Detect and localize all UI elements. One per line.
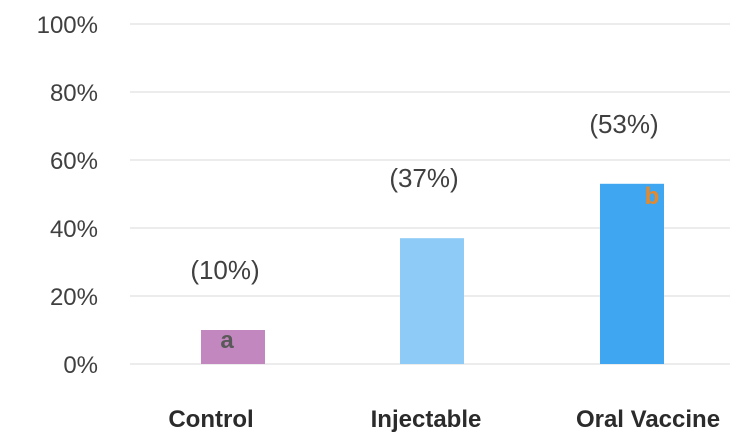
category-label: Control xyxy=(168,406,253,433)
y-tick-label: 20% xyxy=(50,284,98,311)
y-tick-label: 100% xyxy=(37,12,98,39)
data-label: (53%) xyxy=(589,109,658,139)
bar-control xyxy=(201,330,265,364)
y-axis-ticks: 0% 20% 40% 60% 80% 100% xyxy=(37,12,98,379)
data-label: (10%) xyxy=(190,255,259,285)
significance-letter: a xyxy=(220,327,234,354)
category-label: Oral Vaccine xyxy=(576,406,720,433)
bar-oral-vaccine xyxy=(600,183,664,364)
data-labels: (10%) a (37%) (53%) b xyxy=(190,109,659,354)
bars xyxy=(201,183,664,364)
y-tick-label: 80% xyxy=(50,80,98,107)
category-label: Injectable xyxy=(371,406,482,433)
y-tick-label: 0% xyxy=(63,352,98,379)
x-axis-categories: Control Injectable Oral Vaccine xyxy=(168,406,720,433)
bar-injectable xyxy=(400,238,464,364)
data-label: (37%) xyxy=(389,163,458,193)
y-tick-label: 60% xyxy=(50,148,98,175)
y-tick-label: 40% xyxy=(50,216,98,243)
significance-letter: b xyxy=(645,183,660,210)
